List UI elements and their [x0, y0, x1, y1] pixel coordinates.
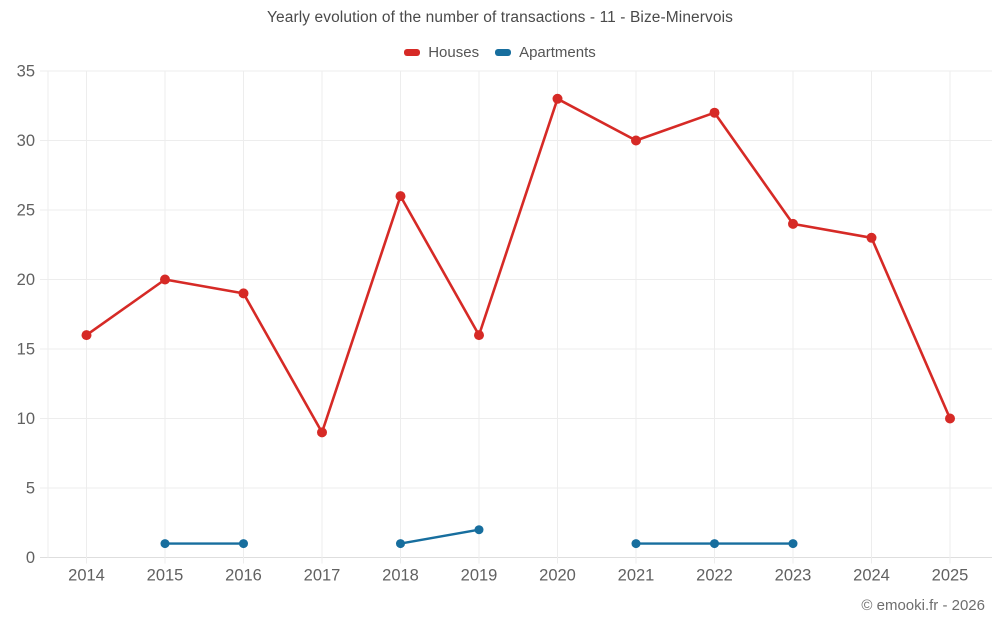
- y-tick-label: 0: [26, 549, 35, 567]
- x-tick-label: 2022: [696, 567, 733, 585]
- x-tick-label: 2018: [382, 567, 419, 585]
- point-houses-2022[interactable]: [709, 107, 720, 118]
- x-tick-label: 2023: [775, 567, 812, 585]
- x-tick-label: 2019: [461, 567, 498, 585]
- y-tick-label: 35: [17, 63, 35, 81]
- point-apartments-2023[interactable]: [788, 539, 798, 549]
- y-tick-label: 25: [17, 202, 35, 220]
- point-apartments-2015[interactable]: [160, 539, 170, 549]
- point-houses-2023[interactable]: [788, 218, 798, 229]
- point-apartments-2022[interactable]: [710, 539, 719, 549]
- y-tick-label: 10: [17, 410, 35, 428]
- x-tick-label: 2021: [618, 567, 655, 585]
- x-axis-labels: 2014 2015 2016 2017 2018 2019 2020 2021 2022 2023…: [68, 567, 968, 585]
- point-apartments-2019[interactable]: [474, 525, 484, 535]
- legend-swatch-houses: [404, 49, 421, 56]
- x-tick-label: 2025: [932, 567, 969, 585]
- x-tick-label: 2024: [853, 567, 890, 585]
- point-houses-2024[interactable]: [866, 232, 877, 243]
- point-houses-2021[interactable]: [631, 135, 641, 146]
- footer-credit: © emooki.fr - 2026: [861, 597, 985, 614]
- x-tick-label: 2014: [68, 567, 105, 585]
- legend-label: Houses: [428, 44, 480, 61]
- point-houses-2017[interactable]: [317, 427, 327, 438]
- y-tick-label: 15: [17, 341, 35, 359]
- point-houses-2025[interactable]: [945, 413, 955, 424]
- legend: Houses Apartments: [0, 44, 1000, 61]
- apartments-points: [160, 525, 798, 549]
- point-houses-2019[interactable]: [474, 330, 484, 341]
- point-apartments-2018[interactable]: [396, 539, 405, 549]
- y-axis-labels: 0 5 10 15 20 25 30 35: [17, 63, 35, 568]
- point-houses-2014[interactable]: [81, 330, 92, 341]
- legend-label: Apartments: [519, 44, 596, 61]
- legend-item-apartments[interactable]: Apartments: [495, 44, 596, 61]
- apartments-line-segment: [399, 528, 481, 545]
- point-apartments-2021[interactable]: [631, 539, 641, 549]
- x-tick-label: 2020: [539, 567, 576, 585]
- legend-item-houses[interactable]: Houses: [404, 44, 479, 61]
- point-houses-2020[interactable]: [552, 93, 563, 104]
- point-apartments-2016[interactable]: [239, 539, 248, 549]
- chart-title: Yearly evolution of the number of transa…: [267, 9, 733, 26]
- point-houses-2015[interactable]: [160, 274, 170, 285]
- legend-swatch-apartments: [495, 49, 512, 56]
- x-tick-label: 2017: [304, 567, 341, 585]
- y-gridlines: [40, 70, 992, 558]
- x-gridlines: [47, 71, 951, 564]
- y-tick-label: 30: [17, 132, 35, 150]
- x-tick-label: 2016: [225, 567, 262, 585]
- x-tick-label: 2015: [147, 567, 184, 585]
- houses-line: [85, 97, 952, 434]
- houses-points: [81, 93, 955, 438]
- point-houses-2016[interactable]: [238, 288, 249, 299]
- y-tick-label: 5: [26, 480, 35, 498]
- point-houses-2018[interactable]: [395, 191, 406, 202]
- y-tick-label: 20: [17, 271, 35, 289]
- houses-line-segment: [85, 97, 952, 434]
